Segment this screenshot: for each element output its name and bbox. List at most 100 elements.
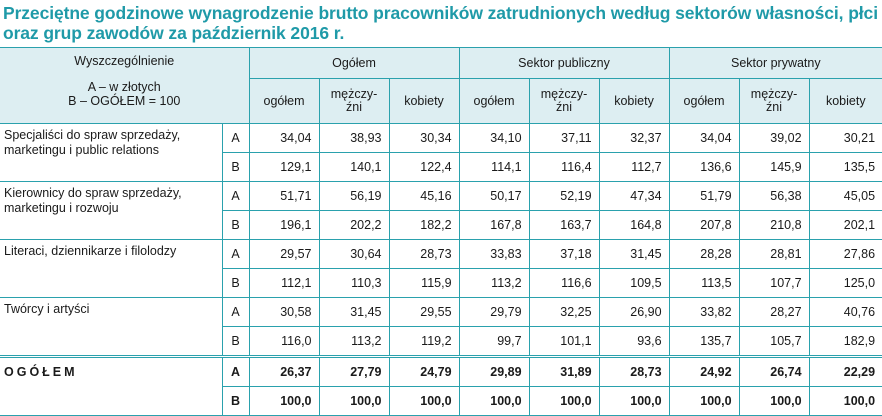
row-label: Kierownicy do spraw sprzedaży, marketing… bbox=[0, 181, 223, 240]
cell: 116,0 bbox=[248, 326, 320, 357]
stub-header: Wyszczególnienie A – w złotych B – OGÓŁE… bbox=[0, 47, 250, 124]
table-header: Wyszczególnienie A – w złotych B – OGÓŁE… bbox=[0, 46, 882, 124]
subheader-mezczyzni: mężczy-źni bbox=[738, 78, 810, 124]
cell: 40,76 bbox=[808, 297, 882, 327]
subheader-ogolem: ogółem bbox=[458, 78, 530, 124]
cell: 47,34 bbox=[598, 181, 670, 211]
cell: 100,0 bbox=[458, 386, 530, 416]
cell: 24,92 bbox=[668, 355, 740, 387]
subheader-kobiety: kobiety bbox=[388, 78, 460, 124]
cell: 37,11 bbox=[528, 123, 600, 153]
cell: 29,89 bbox=[458, 355, 530, 387]
cell: 31,45 bbox=[598, 239, 670, 269]
cell: 30,34 bbox=[388, 123, 460, 153]
table-row: Specjaliści do spraw sprzedaży, marketin… bbox=[0, 123, 882, 182]
cell: 100,0 bbox=[388, 386, 460, 416]
cell: 100,0 bbox=[738, 386, 810, 416]
cell: 56,38 bbox=[738, 181, 810, 211]
cell: 101,1 bbox=[528, 326, 600, 357]
cell: 93,6 bbox=[598, 326, 670, 357]
cell: 207,8 bbox=[668, 210, 740, 240]
cell: 125,0 bbox=[808, 268, 882, 298]
cell: 32,25 bbox=[528, 297, 600, 327]
cell: 28,28 bbox=[668, 239, 740, 269]
cell: 135,7 bbox=[668, 326, 740, 357]
cell: 116,4 bbox=[528, 152, 600, 182]
cell: 100,0 bbox=[598, 386, 670, 416]
row-type-b: B bbox=[221, 210, 250, 240]
cell: 45,16 bbox=[388, 181, 460, 211]
table-row: Literaci, dziennikarze i filolodzy A 29,… bbox=[0, 239, 882, 298]
cell: 28,27 bbox=[738, 297, 810, 327]
cell: 31,89 bbox=[528, 355, 600, 387]
row-type-a: A bbox=[221, 297, 250, 327]
cell: 115,9 bbox=[388, 268, 460, 298]
row-type-a: A bbox=[221, 181, 250, 211]
cell: 24,79 bbox=[388, 355, 460, 387]
cell: 202,1 bbox=[808, 210, 882, 240]
cell: 182,2 bbox=[388, 210, 460, 240]
row-type-b: B bbox=[221, 386, 250, 416]
row-label: Specjaliści do spraw sprzedaży, marketin… bbox=[0, 123, 223, 182]
table-body: Specjaliści do spraw sprzedaży, marketin… bbox=[0, 123, 882, 416]
cell: 112,1 bbox=[248, 268, 320, 298]
cell: 100,0 bbox=[528, 386, 600, 416]
cell: 196,1 bbox=[248, 210, 320, 240]
cell: 22,29 bbox=[808, 355, 882, 387]
cell: 38,93 bbox=[318, 123, 390, 153]
cell: 100,0 bbox=[318, 386, 390, 416]
table-row: B 112,1 110,3 115,9 113,2 116,6 109,5 11… bbox=[0, 268, 882, 298]
row-type-b: B bbox=[221, 326, 250, 357]
table-title-line-2: oraz grup zawodów za październik 2016 r. bbox=[3, 23, 345, 43]
cell: 119,2 bbox=[388, 326, 460, 357]
cell: 129,1 bbox=[248, 152, 320, 182]
subheader-mezczyzni: mężczy-źni bbox=[528, 78, 600, 124]
row-type-a: A bbox=[221, 123, 250, 153]
table-row: Kierownicy do spraw sprzedaży, marketing… bbox=[0, 181, 882, 240]
row-type-a: A bbox=[221, 355, 250, 387]
cell: 163,7 bbox=[528, 210, 600, 240]
cell: 37,18 bbox=[528, 239, 600, 269]
row-type-b: B bbox=[221, 152, 250, 182]
table-row: Twórcy i artyści A 30,58 31,45 29,55 29,… bbox=[0, 297, 882, 357]
cell: 33,82 bbox=[668, 297, 740, 327]
cell: 28,73 bbox=[388, 239, 460, 269]
cell: 109,5 bbox=[598, 268, 670, 298]
table-title: Przeciętne godzinowe wynagrodzenie brutt… bbox=[0, 0, 882, 43]
cell: 39,02 bbox=[738, 123, 810, 153]
cell: 32,37 bbox=[598, 123, 670, 153]
cell: 56,19 bbox=[318, 181, 390, 211]
cell: 28,73 bbox=[598, 355, 670, 387]
cell: 105,7 bbox=[738, 326, 810, 357]
cell: 122,4 bbox=[388, 152, 460, 182]
cell: 145,9 bbox=[738, 152, 810, 182]
group-header-sektor-publiczny: Sektor publiczny bbox=[458, 46, 670, 80]
stub-legend-a: A – w złotych bbox=[87, 80, 161, 94]
row-type-b: B bbox=[221, 268, 250, 298]
cell: 100,0 bbox=[248, 386, 320, 416]
row-label: Twórcy i artyści bbox=[0, 297, 223, 357]
table-row: B 196,1 202,2 182,2 167,8 163,7 164,8 20… bbox=[0, 210, 882, 240]
cell: 27,86 bbox=[808, 239, 882, 269]
cell: 99,7 bbox=[458, 326, 530, 357]
table-row: B 116,0 113,2 119,2 99,7 101,1 93,6 135,… bbox=[0, 326, 882, 357]
cell: 51,79 bbox=[668, 181, 740, 211]
cell: 50,17 bbox=[458, 181, 530, 211]
cell: 113,2 bbox=[458, 268, 530, 298]
cell: 182,9 bbox=[808, 326, 882, 357]
subheader-ogolem: ogółem bbox=[668, 78, 740, 124]
total-row: OGÓŁEM A 26,37 27,79 24,79 29,89 31,89 2… bbox=[0, 355, 882, 416]
table-title-line-1: Przeciętne godzinowe wynagrodzenie brutt… bbox=[3, 3, 878, 23]
cell: 30,58 bbox=[248, 297, 320, 327]
cell: 116,6 bbox=[528, 268, 600, 298]
cell: 26,90 bbox=[598, 297, 670, 327]
cell: 164,8 bbox=[598, 210, 670, 240]
cell: 33,83 bbox=[458, 239, 530, 269]
cell: 27,79 bbox=[318, 355, 390, 387]
cell: 110,3 bbox=[318, 268, 390, 298]
cell: 51,71 bbox=[248, 181, 320, 211]
subheader-kobiety: kobiety bbox=[598, 78, 670, 124]
cell: 34,04 bbox=[668, 123, 740, 153]
cell: 29,79 bbox=[458, 297, 530, 327]
cell: 34,04 bbox=[248, 123, 320, 153]
